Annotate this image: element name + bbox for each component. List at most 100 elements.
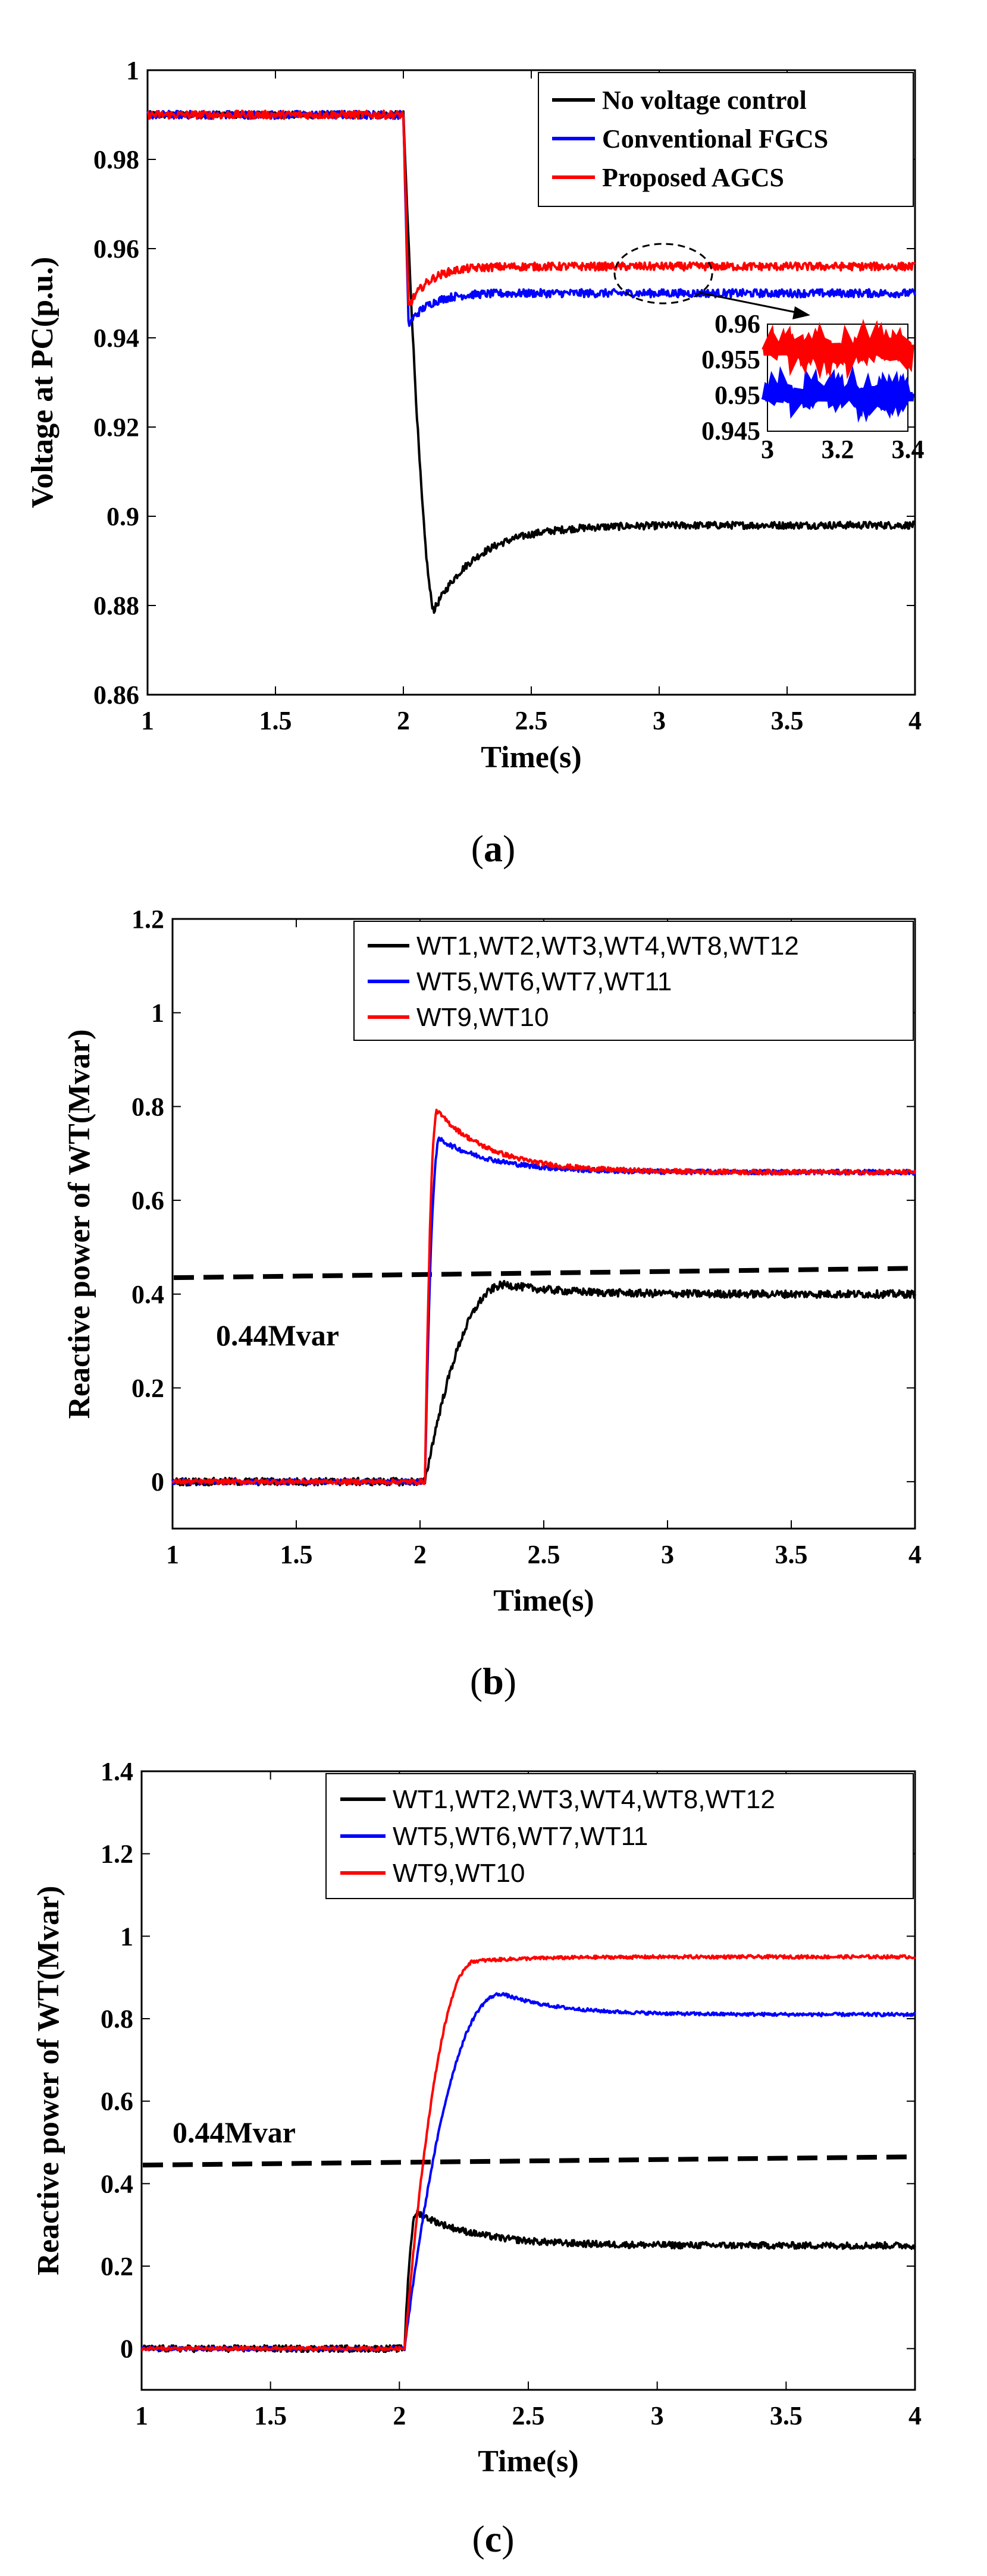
panel-b-series [171, 1109, 916, 1487]
panel-b-xlabel: Time(s) [493, 1584, 594, 1618]
panel-c: 1 1.5 2 2.5 3 3.5 4 0 0.2 0.4 0.6 0.8 1 1.2 1.4 0.44Mv… [32, 1757, 922, 2560]
panel-a-inset: 0.945 0.95 0.955 0.96 3 3.2 3.4 [701, 309, 925, 464]
x-tick-label: 2.5 [512, 2401, 545, 2430]
x-tick-label: 1 [141, 706, 154, 735]
x-tick-label: 4 [908, 706, 922, 735]
panel-a-zoom-arrow [698, 291, 805, 315]
inset-x-tick-label: 3.4 [892, 435, 925, 464]
panel-b-legend-label-2: WT5,WT6,WT7,WT11 [416, 967, 672, 996]
x-tick-label: 3 [661, 1540, 674, 1569]
x-tick-label: 3.5 [770, 2401, 803, 2430]
inset-x-tick-label: 3.2 [822, 435, 854, 464]
x-tick-label: 2 [413, 1540, 427, 1569]
inset-series-band-1 [761, 365, 914, 423]
panel-a-zoom-arrowhead [792, 306, 810, 319]
panel-b-legend-box [353, 921, 914, 1041]
panel-c-legend-box [325, 1773, 914, 1899]
y-tick-label: 0.8 [131, 1092, 164, 1121]
y-tick-label: 0.6 [131, 1186, 164, 1215]
panel-c-legend-label-2: WT5,WT6,WT7,WT11 [393, 1822, 648, 1851]
y-tick-label: 1 [126, 56, 139, 85]
inset-y-tick-label: 0.945 [701, 416, 760, 445]
y-tick-label: 0 [151, 1467, 164, 1496]
panel-c-ticks: 1 1.5 2 2.5 3 3.5 4 0 0.2 0.4 0.6 0.8 1 1.2 1.4 [101, 1757, 922, 2430]
x-tick-label: 3.5 [771, 706, 804, 735]
series-line-3 [171, 1109, 916, 1486]
series-line-1 [171, 1279, 916, 1487]
panel-b-legend-label-3: WT9,WT10 [416, 1003, 549, 1032]
x-tick-label: 2.5 [515, 706, 548, 735]
y-tick-label: 1.4 [101, 1757, 133, 1786]
x-tick-label: 4 [908, 1540, 922, 1569]
panel-c-legend-label-1: WT1,WT2,WT3,WT4,WT8,WT12 [393, 1785, 775, 1814]
series-line-3 [147, 109, 916, 306]
panel-b-ylabel: Reactive power of WT(Mvar) [62, 1029, 96, 1419]
x-tick-label: 2.5 [528, 1540, 560, 1569]
y-tick-label: 1 [120, 1922, 133, 1951]
y-tick-label: 0.2 [101, 2252, 133, 2281]
panel-a-xlabel: Time(s) [481, 741, 581, 774]
y-tick-label: 0.8 [101, 2004, 133, 2034]
panel-c-caption: (c) [472, 2518, 514, 2560]
inset-series-band-2 [762, 318, 914, 379]
panel-b-reference-line [173, 1266, 914, 1281]
x-tick-label: 3 [651, 2401, 664, 2430]
panel-b: 1 1.5 2 2.5 3 3.5 400.20.40.60.811.2 0.44Mvar … [62, 905, 922, 1702]
panel-a-inset-content: 0.945 0.95 0.955 0.96 3 3.2 3.4 [701, 309, 925, 464]
x-tick-label: 1 [135, 2401, 148, 2430]
y-tick-label: 1 [151, 999, 164, 1028]
y-tick-label: 0.9 [106, 502, 139, 531]
y-tick-label: 0 [120, 2335, 133, 2364]
panel-c-series [140, 1954, 916, 2354]
x-tick-label: 3.5 [775, 1540, 808, 1569]
panel-c-legend-label-3: WT9,WT10 [393, 1859, 525, 1888]
x-tick-label: 3 [653, 706, 666, 735]
panel-a-legend-box [538, 72, 914, 207]
panel-c-xlabel: Time(s) [478, 2445, 578, 2478]
y-tick-label: 0.88 [93, 591, 139, 620]
y-tick-label: 0.86 [93, 680, 139, 710]
series-line-3 [141, 1954, 916, 2352]
panel-a-legend-label-2: Conventional FGCS [602, 124, 828, 153]
panel-b-ticks: 1 1.5 2 2.5 3 3.5 4 0 0.2 0.4 0.6 0.8 1 1.2 [131, 905, 922, 1569]
panel-a-zoom-ellipse [613, 243, 713, 305]
panel-c-reference-line [142, 2154, 914, 2168]
x-tick-label: 2 [393, 2401, 406, 2430]
inset-y-tick-label: 0.95 [715, 381, 760, 410]
x-tick-label: 4 [908, 2401, 922, 2430]
x-tick-label: 2 [397, 706, 410, 735]
panel-a-legend: No voltage control Conventional FGCS Pro… [538, 72, 914, 207]
panel-a-ticks: 1 1.5 2 2.5 3 3.5 4 0.86 0.88 0.9 0.92 0.94 0.96 0.98… [93, 56, 922, 735]
y-tick-label: 1.2 [101, 1840, 133, 1869]
panel-c-reference-label: 0.44Mvar [173, 2116, 296, 2149]
x-tick-label: 1.5 [254, 2401, 287, 2430]
x-tick-label: 1.5 [280, 1540, 313, 1569]
panel-a-legend-label-1: No voltage control [602, 86, 807, 115]
y-tick-label: 0.4 [101, 2169, 133, 2198]
inset-y-tick-label: 0.955 [701, 345, 760, 374]
panel-a-ylabel: Voltage at PC(p.u.) [26, 257, 59, 509]
panel-b-caption: (b) [470, 1660, 516, 1702]
panel-a-legend-label-3: Proposed AGCS [602, 163, 784, 192]
panel-b-legend: WT1,WT2,WT3,WT4,WT8,WT12 WT5,WT6,WT7,WT1… [353, 921, 914, 1041]
y-tick-label: 0.98 [93, 145, 139, 174]
x-tick-label: 1 [166, 1540, 179, 1569]
y-tick-label: 0.4 [131, 1280, 164, 1309]
y-tick-label: 0.94 [93, 324, 139, 353]
y-tick-label: 0.92 [93, 413, 139, 442]
y-tick-label: 0.96 [93, 234, 139, 263]
panel-a-caption: (a) [471, 827, 516, 870]
panel-b-legend-label-1: WT1,WT2,WT3,WT4,WT8,WT12 [416, 931, 799, 961]
inset-y-tick-label: 0.96 [715, 309, 760, 338]
panel-c-ylabel: Reactive power of WT(Mvar) [32, 1885, 65, 2275]
panel-a-series [146, 109, 916, 614]
y-tick-label: 1.2 [131, 905, 164, 934]
inset-x-tick-label: 3 [761, 435, 774, 464]
x-tick-label: 1.5 [259, 706, 292, 735]
series-line-1 [146, 110, 916, 614]
y-tick-label: 0.2 [131, 1373, 164, 1402]
y-tick-label: 0.6 [101, 2087, 133, 2116]
panel-a: 1 1.5 2 2.5 3 3.5 4 0.86 0.88 0.9 0.92 0.94 0.96 0.98… [26, 56, 925, 870]
panel-b-reference-label: 0.44Mvar [216, 1319, 339, 1352]
